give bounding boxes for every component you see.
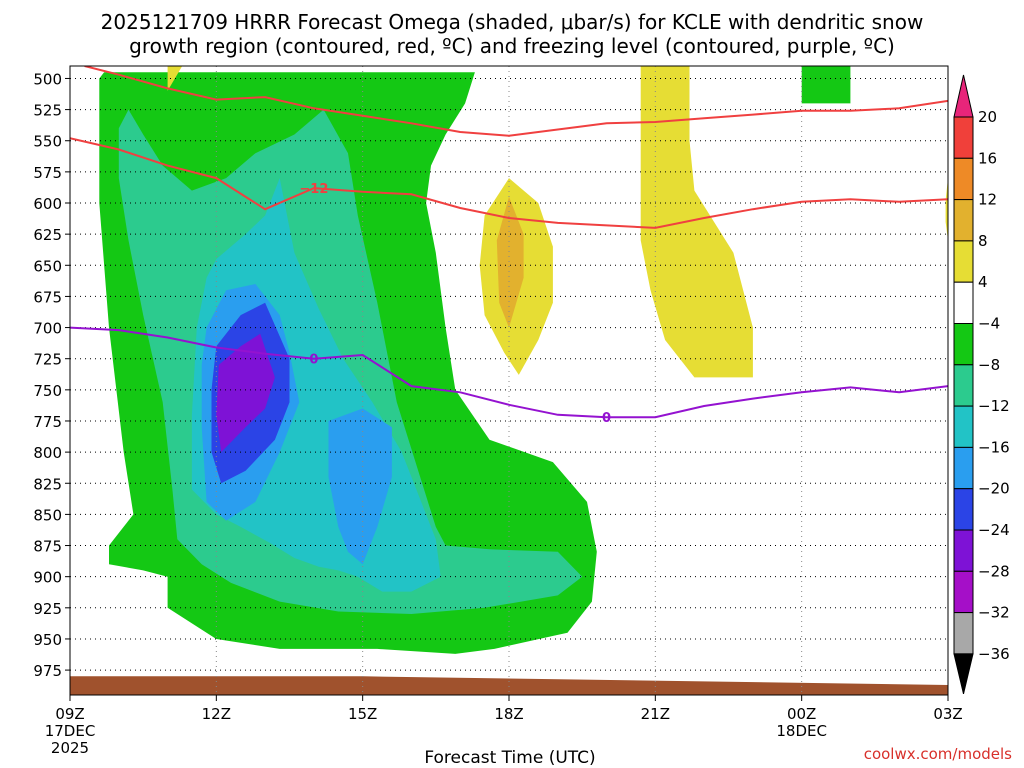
colorbar-label-7: −12	[978, 397, 1010, 415]
y-tick-label-800: 800	[33, 444, 62, 462]
x-tick-date-18DEC: 18DEC	[776, 722, 827, 740]
colorbar-top-arrow	[953, 74, 974, 118]
colorbar-label-9: −20	[978, 480, 1010, 498]
chart-title-line1: 2025121709 HRRR Forecast Omega (shaded, …	[101, 10, 924, 34]
y-tick-label-725: 725	[33, 351, 62, 369]
contour-dgz-minus-12-lower	[70, 137, 948, 229]
colorbar: 20 16 12 8 4 −4 −8 −12 −16 −20 −24 −28 −32 −36	[953, 74, 1010, 695]
credit-text: coolwx.com/models	[864, 745, 1012, 763]
y-tick-label-575: 575	[33, 164, 62, 182]
y-tick-label-775: 775	[33, 413, 62, 431]
contour-freezing-level-0	[70, 326, 948, 419]
colorbar-bin-7	[953, 405, 974, 448]
shaded-region-omega-lt-neg24	[216, 333, 275, 453]
shaded-region-omega-lt-neg4-top-right	[801, 66, 851, 104]
shaded-region-omega-gt-4-d	[945, 178, 948, 241]
x-tick-label-15Z: 15Z	[348, 705, 377, 723]
colorbar-label-11: −28	[978, 562, 1010, 580]
ground-terrain	[70, 676, 948, 695]
y-tick-label-500: 500	[33, 70, 62, 88]
y-tick-label-675: 675	[33, 288, 62, 306]
y-tick-label-600: 600	[33, 195, 62, 213]
colorbar-label-10: −24	[978, 521, 1010, 539]
shaded-region-omega-gt-8	[496, 196, 524, 328]
colorbar-label-3: 8	[978, 232, 988, 250]
y-tick-label-950: 950	[33, 631, 62, 649]
colorbar-bin-11	[953, 570, 974, 614]
colorbar-bin-2	[953, 199, 974, 242]
colorbar-bin-8	[953, 446, 974, 490]
shaded-region-omega-gt-4-a	[167, 66, 183, 91]
y-tick-label-850: 850	[33, 506, 62, 524]
x-axis-label: Forecast Time (UTC)	[424, 748, 595, 768]
contour-label-dgz-minus-12-lower-0: −12	[299, 182, 328, 197]
colorbar-label-13: −36	[978, 645, 1010, 663]
contour-lines: −12 0 0	[70, 66, 948, 426]
colorbar-label-12: −32	[978, 604, 1010, 622]
y-tick-label-825: 825	[33, 475, 62, 493]
x-tick-label-09Z: 09Z	[55, 705, 84, 723]
colorbar-bin-5	[953, 323, 974, 366]
y-tick-label-700: 700	[33, 320, 62, 338]
x-tick-label-18Z: 18Z	[494, 705, 523, 723]
colorbar-label-6: −8	[978, 356, 1000, 374]
x-tick-year-2025: 2025	[51, 739, 89, 757]
colorbar-bin-4	[953, 281, 974, 325]
chart-title-line2: growth region (contoured, red, ºC) and f…	[129, 34, 895, 58]
colorbar-bin-10	[953, 529, 974, 572]
y-tick-label-525: 525	[33, 102, 62, 120]
y-tick-label-925: 925	[33, 600, 62, 618]
y-tick-label-975: 975	[33, 662, 62, 680]
colorbar-bin-9	[953, 488, 974, 531]
colorbar-bin-3	[953, 240, 974, 283]
x-tick-label-00Z: 00Z	[787, 705, 816, 723]
y-tick-label-650: 650	[33, 257, 62, 275]
colorbar-bin-12	[953, 612, 974, 655]
x-tick-label-21Z: 21Z	[641, 705, 670, 723]
colorbar-label-5: −4	[978, 315, 1000, 333]
contour-label-freezing-level-0-0: 0	[309, 353, 318, 368]
colorbar-bin-1	[953, 157, 974, 201]
colorbar-label-8: −16	[978, 438, 1010, 456]
colorbar-label-2: 12	[978, 191, 997, 209]
shaded-region-omega-gt-4-c	[640, 66, 753, 378]
colorbar-bin-0	[953, 116, 974, 159]
y-axis: 500 525 550 575 600 625 650 675 700 725 750 775 800 8…	[33, 70, 70, 680]
x-tick-date-17DEC: 17DEC	[45, 722, 96, 740]
x-tick-label-03Z: 03Z	[933, 705, 962, 723]
colorbar-bottom-arrow	[953, 653, 974, 695]
colorbar-label-0: 20	[978, 108, 997, 126]
colorbar-label-1: 16	[978, 149, 997, 167]
contour-dgz-minus-12-upper	[84, 66, 948, 137]
colorbar-bin-6	[953, 364, 974, 407]
contour-label-freezing-level-0-1: 0	[602, 411, 611, 426]
y-tick-label-750: 750	[33, 382, 62, 400]
shaded-region-omega-lt-neg16-lower	[328, 408, 392, 565]
y-tick-label-875: 875	[33, 538, 62, 556]
plot-area	[70, 66, 948, 695]
y-tick-label-625: 625	[33, 226, 62, 244]
y-tick-label-550: 550	[33, 133, 62, 151]
x-tick-label-12Z: 12Z	[202, 705, 231, 723]
y-tick-label-900: 900	[33, 569, 62, 587]
colorbar-label-4: 4	[978, 273, 988, 291]
